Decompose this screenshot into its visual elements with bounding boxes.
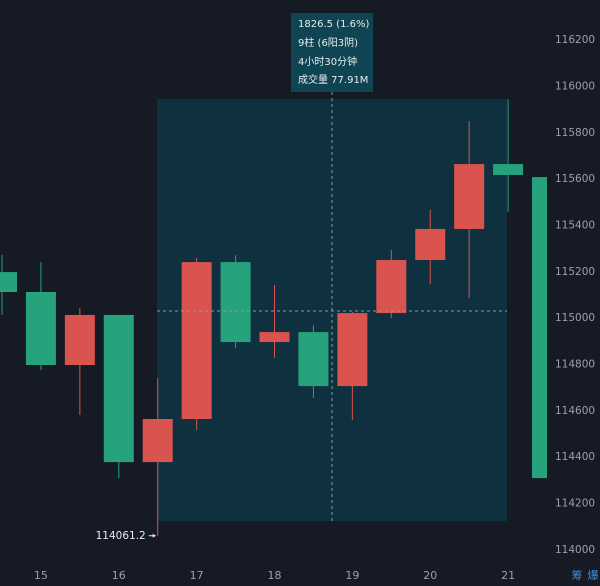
x-tick-label: 19 [345,569,359,582]
y-tick-label: 115600 [555,173,595,185]
candle-body [0,272,17,293]
candle-body [454,164,485,229]
candle-body [415,228,446,261]
candle-body [337,313,368,387]
x-tick-label: 16 [112,569,126,582]
icon[interactable]: 筹 [572,568,583,582]
y-tick-label: 115000 [555,312,595,324]
icon[interactable]: 爆 [588,568,599,582]
candle-body [220,262,251,343]
y-tick-label: 114000 [555,544,595,556]
y-tick-label: 114800 [555,359,595,371]
candle-body [142,418,173,463]
x-tick-label: 20 [423,569,437,582]
y-tick-label: 116200 [555,34,595,46]
y-tick-label: 114400 [555,451,595,463]
low-label: 114061.2 [96,530,146,542]
tooltip-line: 成交量 77.91M [298,73,368,86]
tooltip-line: 9柱 (6阳3阴) [298,36,358,49]
y-tick-label: 114600 [555,405,595,417]
low-arrow-head [152,533,156,538]
candle-body [259,332,290,343]
candle-body [181,262,212,419]
candle-body [532,177,547,479]
y-tick-label: 115800 [555,127,595,139]
candles [0,99,547,536]
candle-body [376,260,407,314]
candle-body [493,164,524,175]
x-tick-label: 21 [501,569,515,582]
candle-body [103,314,134,463]
tooltip-box [291,13,373,92]
candle-body [64,314,95,366]
y-tick-label: 116000 [555,80,595,92]
tooltip-line: 1826.5 (1.6%) [298,19,369,30]
x-tick-label: 15 [34,569,48,582]
x-tick-label: 17 [190,569,204,582]
y-tick-label: 115200 [555,266,595,278]
candle-body [25,292,56,366]
candle-body [298,332,329,387]
x-tick-label: 18 [268,569,282,582]
y-tick-label: 115400 [555,219,595,231]
tooltip-line: 4小时30分钟 [298,55,357,68]
y-tick-label: 114200 [555,498,595,510]
